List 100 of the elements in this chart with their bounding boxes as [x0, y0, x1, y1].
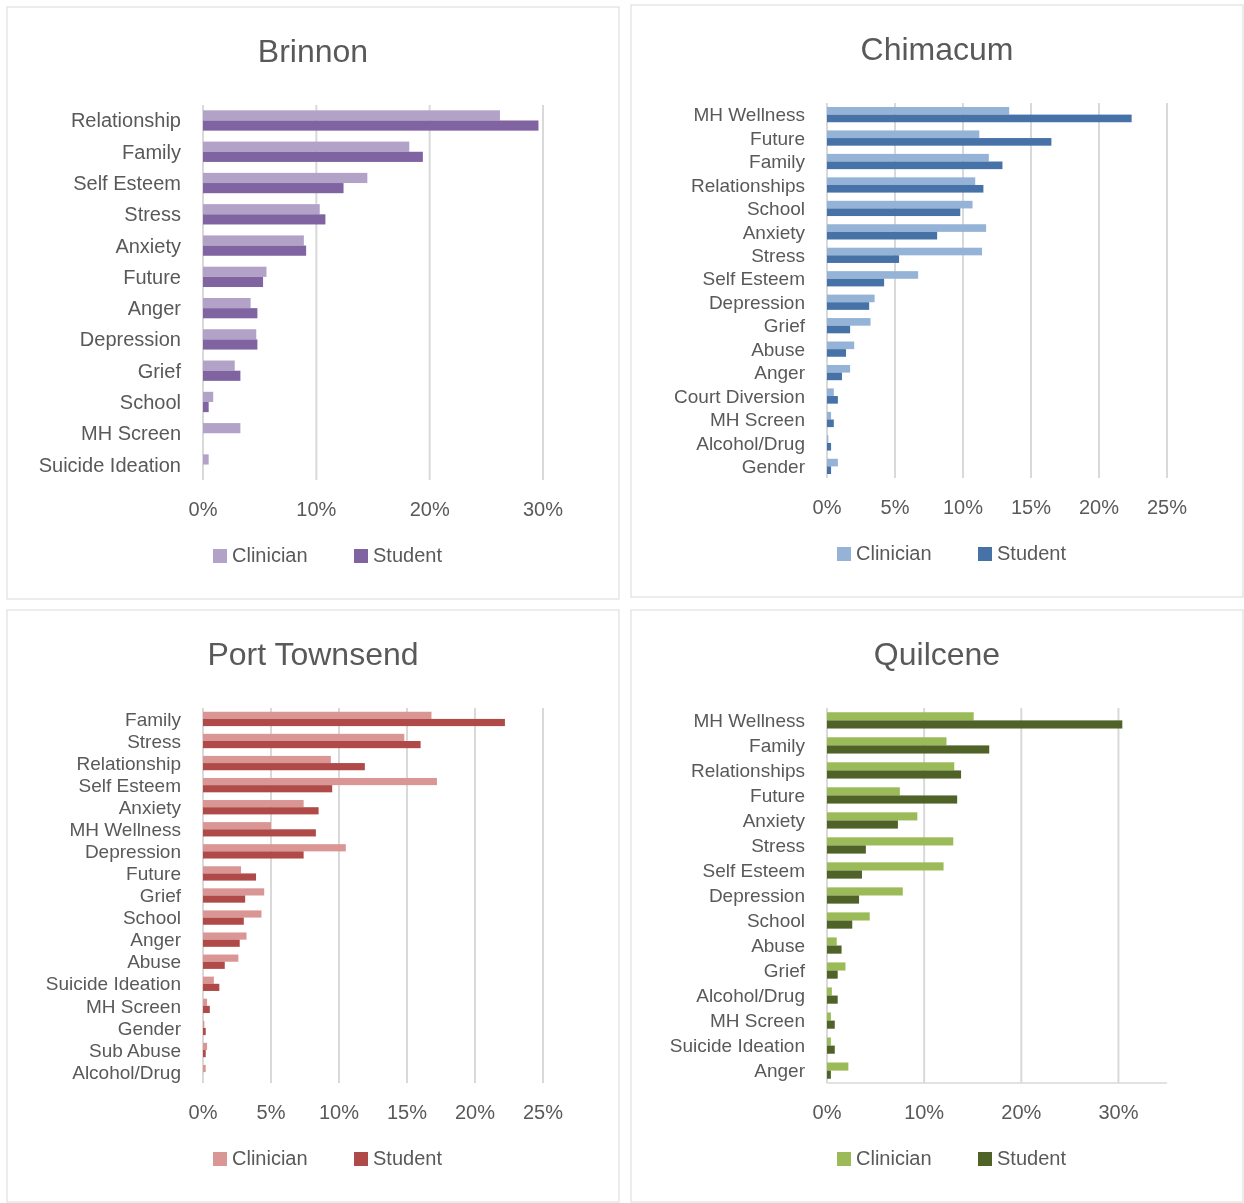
x-tick-label: 5% [256, 1101, 286, 1123]
bar [203, 807, 319, 815]
bar [827, 208, 961, 217]
y-tick-label: Anger [127, 297, 182, 320]
y-tick-label: Relationship [76, 752, 181, 774]
y-tick-label: Gender [117, 1017, 182, 1039]
x-tick-label: 10% [942, 496, 984, 518]
y-tick-label: Stress [751, 244, 805, 266]
bar [203, 1005, 210, 1014]
bar [827, 200, 973, 209]
y-tick-label: Self Esteem [702, 860, 805, 882]
legend-label: Student [997, 542, 1067, 564]
bar [827, 845, 866, 854]
bar [203, 423, 241, 434]
bar [203, 297, 251, 309]
legend-label: Clinician [232, 544, 308, 566]
chart-title: Quilcene [873, 636, 1001, 672]
bar [203, 733, 405, 741]
y-tick-label: Future [126, 863, 181, 885]
y-tick-label: Grief [763, 960, 806, 982]
bar [203, 245, 307, 256]
bar [203, 976, 214, 984]
y-tick-label: MH Screen [709, 409, 805, 431]
bar [827, 745, 990, 754]
x-tick-label: 5% [880, 496, 910, 518]
bar [827, 912, 870, 921]
bar [827, 247, 983, 256]
y-tick-label: Stress [751, 835, 805, 857]
bar [827, 177, 976, 185]
bar [827, 138, 1052, 146]
bar [203, 755, 331, 764]
bar [827, 231, 938, 240]
y-tick-label: Sub Abuse [89, 1039, 181, 1061]
y-tick-label: Self Esteem [78, 774, 181, 796]
y-tick-label: Self Esteem [73, 172, 181, 195]
y-tick-label: Court Diversion [674, 385, 805, 407]
y-tick-label: Anxiety [742, 221, 806, 243]
y-tick-label: Anxiety [115, 234, 181, 257]
x-tick-label: 20% [1001, 1101, 1042, 1123]
bar [827, 962, 846, 971]
bar [827, 388, 834, 397]
y-tick-label: Alcohol/Drug [72, 1061, 181, 1083]
bar [827, 318, 871, 326]
bar [203, 844, 346, 852]
bar [827, 442, 832, 451]
bar [827, 302, 870, 310]
y-tick-label: MH Wellness [693, 710, 805, 732]
bar [203, 1027, 206, 1036]
bar [203, 873, 257, 881]
bar [827, 937, 837, 946]
bar [203, 370, 241, 381]
x-tick-label: 25% [1146, 496, 1188, 518]
y-tick-label: Depression [708, 885, 805, 907]
bar [827, 862, 944, 871]
bar [827, 1020, 835, 1029]
x-tick-label: 20% [1078, 496, 1120, 518]
bar [203, 360, 235, 371]
y-tick-label: MH Wellness [69, 818, 181, 840]
legend-label: Student [997, 1147, 1067, 1169]
legend-label: Student [373, 1147, 443, 1169]
bar [203, 391, 214, 402]
legend-label: Clinician [232, 1147, 308, 1169]
y-tick-label: Future [750, 127, 805, 149]
bar [203, 822, 271, 830]
bar [827, 1012, 831, 1021]
bar [203, 120, 539, 131]
x-tick-label: 0% [812, 1101, 842, 1123]
bar [827, 396, 838, 404]
y-tick-label: Depression [79, 328, 181, 351]
y-tick-label: Relationship [70, 109, 181, 132]
y-tick-label: Grief [139, 885, 182, 907]
y-tick-label: Suicide Ideation [45, 973, 181, 995]
y-tick-label: Family [749, 735, 806, 757]
bar [203, 718, 505, 727]
y-tick-label: Family [122, 140, 181, 163]
y-tick-label: Gender [741, 456, 806, 478]
x-tick-label: 30% [1098, 1101, 1139, 1123]
bar [203, 917, 244, 925]
y-tick-label: MH Wellness [693, 104, 805, 126]
bar [203, 895, 246, 903]
y-tick-label: Stress [124, 203, 181, 226]
y-tick-label: Suicide Ideation [38, 453, 181, 476]
bar [827, 920, 853, 929]
bar [203, 888, 265, 896]
bar [827, 224, 987, 232]
bar [827, 153, 989, 162]
y-tick-label: School [746, 910, 805, 932]
bar [203, 276, 264, 288]
bar [203, 851, 304, 859]
bar [827, 820, 898, 829]
bar [203, 711, 432, 719]
bar [827, 887, 903, 896]
bar [827, 278, 885, 287]
bar [827, 720, 1123, 729]
y-tick-label: Alcohol/Drug [696, 985, 805, 1007]
bar [827, 995, 838, 1004]
chart-title: Chimacum [860, 31, 1014, 67]
bar [203, 214, 326, 225]
bar [203, 110, 500, 121]
bar [827, 271, 919, 279]
